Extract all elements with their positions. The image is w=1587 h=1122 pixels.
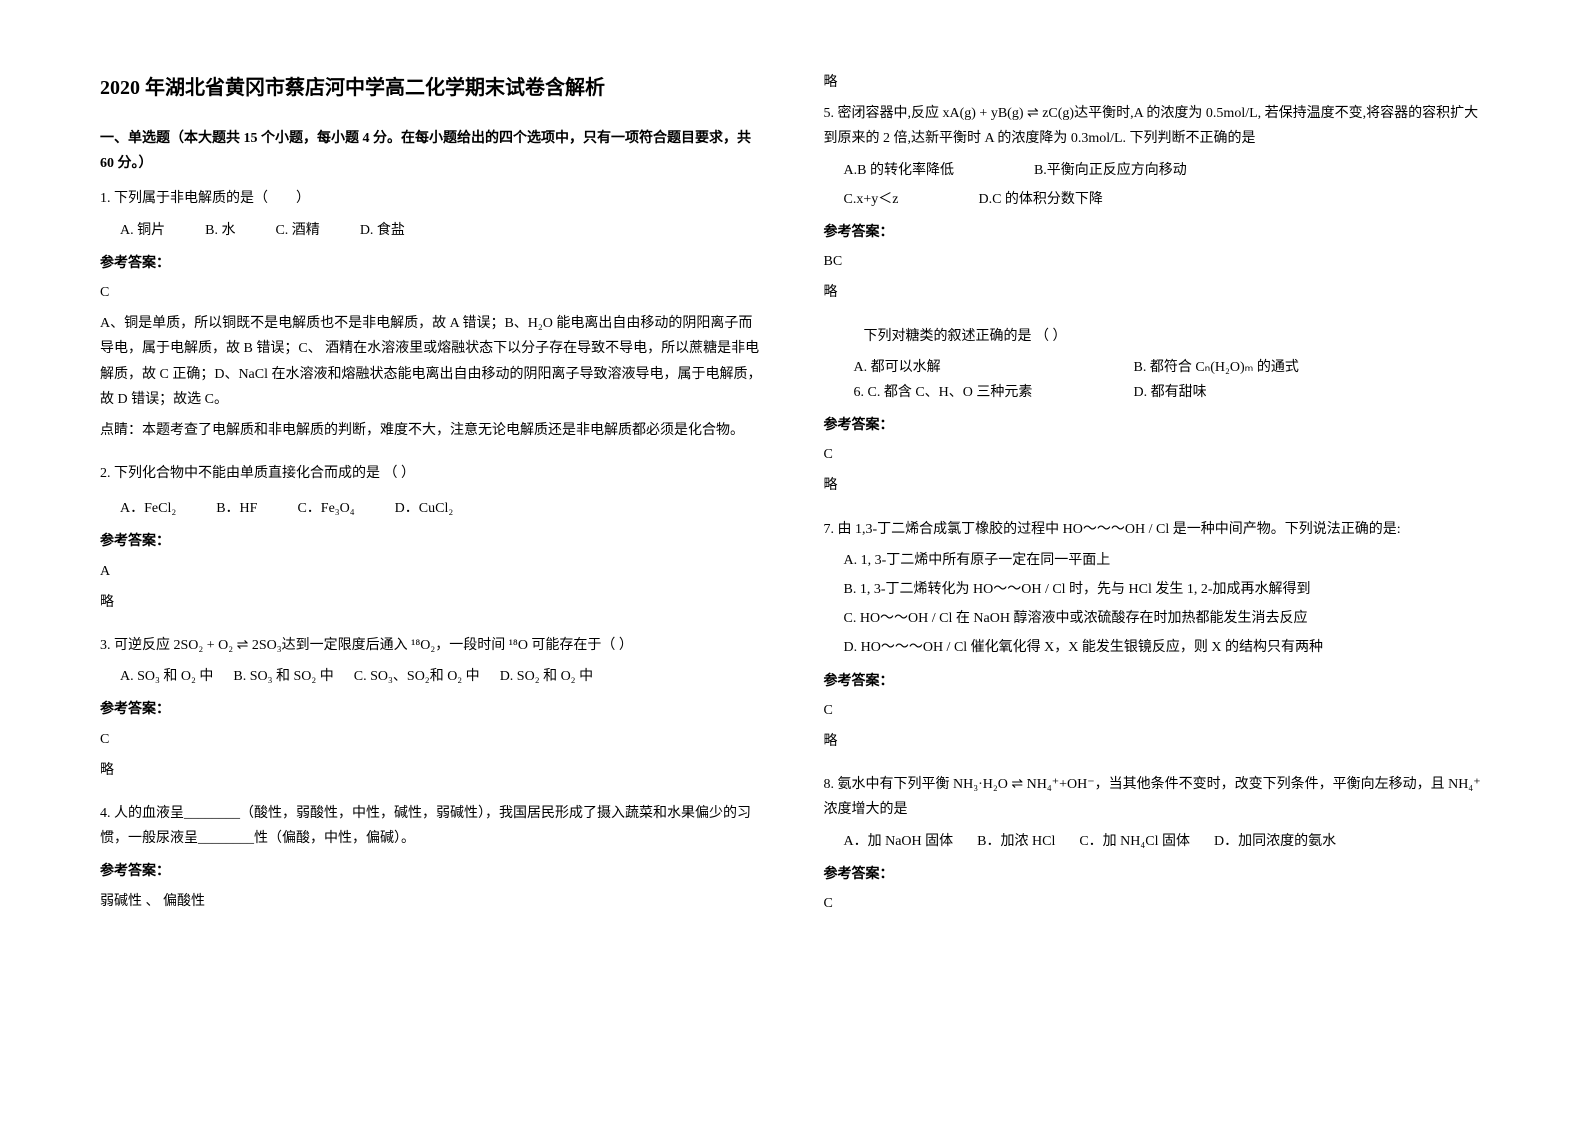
q7-opt-d: D. HO～～～OH / Cl 催化氧化得 X，X 能发生银镜反应，则 X 的结… [844, 635, 1488, 660]
q3-opt-b: B. SO₃ 和 SO₂ 中 [233, 664, 333, 689]
q3-opt-d: D. SO₂ 和 O₂ 中 [500, 664, 593, 689]
q7-note: 略 [824, 729, 1488, 754]
q2-note: 略 [100, 590, 764, 615]
q5-answer-label: 参考答案： [824, 220, 1488, 245]
question-7: 7. 由 1,3-丁二烯合成氯丁橡胶的过程中 HO～～～OH / Cl 是一种中… [824, 517, 1488, 761]
q2-stem: 2. 下列化合物中不能由单质直接化合而成的是 （ ） [100, 461, 764, 486]
q6-opt-b: B. 都符合 Cₙ(H₂O)ₘ 的通式 [1134, 355, 1488, 380]
q7-opt-b: B. 1, 3-丁二烯转化为 HO～～OH / Cl 时，先与 HCl 发生 1… [844, 577, 1488, 602]
q4-answer-label: 参考答案： [100, 859, 764, 884]
right-column: 略 5. 密闭容器中,反应 xA(g) + yB(g) ⇌ zC(g)达平衡时,… [824, 70, 1488, 1052]
q5-answer: BC [824, 249, 1488, 274]
q5-note: 略 [824, 280, 1488, 305]
q3-answer: C [100, 727, 764, 752]
q3-stem: 3. 可逆反应 2SO₂ + O₂ ⇌ 2SO₃达到一定限度后通入 ¹⁸O₂，一… [100, 633, 764, 658]
q2-options: A．FeCl₂ B．HF C．Fe₃O₄ D．CuCl₂ [120, 496, 764, 521]
q5-opt-d: D.C 的体积分数下降 [978, 187, 1102, 212]
q6-opt-d: D. 都有甜味 [1134, 380, 1488, 405]
q2-answer-label: 参考答案： [100, 529, 764, 554]
q1-explanation-1: A、铜是单质，所以铜既不是电解质也不是非电解质，故 A 错误；B、H₂O 能电离… [100, 311, 764, 412]
q5-options-row1: A.B 的转化率降低 B.平衡向正反应方向移动 [844, 158, 1488, 183]
q5-opt-b: B.平衡向正反应方向移动 [1034, 158, 1187, 183]
q6-answer: C [824, 442, 1488, 467]
left-column: 2020 年湖北省黄冈市蔡店河中学高二化学期末试卷含解析 一、单选题（本大题共 … [100, 70, 764, 1052]
q1-opt-a: A. 铜片 [120, 218, 165, 243]
question-6: 下列对糖类的叙述正确的是 （ ） A. 都可以水解 6. C. 都含 C、H、O… [824, 324, 1488, 505]
q1-answer: C [100, 280, 764, 305]
q7-answer: C [824, 698, 1488, 723]
q1-stem: 1. 下列属于非电解质的是（ ） [100, 186, 764, 211]
q3-opt-c: C. SO₃、SO₂和 O₂ 中 [354, 664, 480, 689]
q3-answer-label: 参考答案： [100, 697, 764, 722]
question-1: 1. 下列属于非电解质的是（ ） A. 铜片 B. 水 C. 酒精 D. 食盐 … [100, 186, 764, 449]
q8-opt-b: B．加浓 HCl [977, 829, 1055, 854]
q1-opt-d: D. 食盐 [360, 218, 405, 243]
q1-opt-b: B. 水 [205, 218, 235, 243]
document-title: 2020 年湖北省黄冈市蔡店河中学高二化学期末试卷含解析 [100, 70, 764, 106]
q3-opt-a: A. SO₃ 和 O₂ 中 [120, 664, 213, 689]
q8-options: A．加 NaOH 固体 B．加浓 HCl C．加 NH₄Cl 固体 D．加同浓度… [844, 829, 1488, 854]
question-4: 4. 人的血液呈________（酸性，弱酸性，中性，碱性，弱碱性），我国居民形… [100, 801, 764, 920]
q2-opt-a: A．FeCl₂ [120, 496, 176, 521]
q2-opt-b: B．HF [216, 496, 257, 521]
q6-options: A. 都可以水解 6. C. 都含 C、H、O 三种元素 B. 都符合 Cₙ(H… [854, 355, 1488, 405]
q7-opt-a: A. 1, 3-丁二烯中所有原子一定在同一平面上 [844, 548, 1488, 573]
q7-stem: 7. 由 1,3-丁二烯合成氯丁橡胶的过程中 HO～～～OH / Cl 是一种中… [824, 517, 1488, 542]
q5-pre-note: 略 [824, 70, 1488, 95]
q3-options: A. SO₃ 和 O₂ 中 B. SO₃ 和 SO₂ 中 C. SO₃、SO₂和… [120, 664, 764, 689]
q6-opt-a: A. 都可以水解 [854, 355, 1134, 380]
q8-answer: C [824, 891, 1488, 916]
q6-stem: 下列对糖类的叙述正确的是 （ ） [864, 324, 1488, 349]
q4-stem: 4. 人的血液呈________（酸性，弱酸性，中性，碱性，弱碱性），我国居民形… [100, 801, 764, 851]
q1-explanation-2: 点睛：本题考查了电解质和非电解质的判断，难度不大，注意无论电解质还是非电解质都必… [100, 418, 764, 443]
q8-stem: 8. 氨水中有下列平衡 NH₃·H₂O ⇌ NH₄⁺+OH⁻，当其他条件不变时，… [824, 772, 1488, 822]
q2-opt-c: C．Fe₃O₄ [297, 496, 354, 521]
q6-note: 略 [824, 473, 1488, 498]
q1-answer-label: 参考答案： [100, 251, 764, 276]
q8-opt-c: C．加 NH₄Cl 固体 [1079, 829, 1190, 854]
question-3: 3. 可逆反应 2SO₂ + O₂ ⇌ 2SO₃达到一定限度后通入 ¹⁸O₂，一… [100, 633, 764, 789]
q6-num: 6. [854, 385, 865, 400]
q1-opt-c: C. 酒精 [275, 218, 319, 243]
q5-opt-a: A.B 的转化率降低 [844, 158, 954, 183]
q5-opt-c: C.x+y＜z [844, 187, 899, 212]
q8-answer-label: 参考答案： [824, 862, 1488, 887]
q7-options: A. 1, 3-丁二烯中所有原子一定在同一平面上 B. 1, 3-丁二烯转化为 … [844, 548, 1488, 661]
q2-opt-d: D．CuCl₂ [395, 496, 454, 521]
q8-opt-a: A．加 NaOH 固体 [844, 829, 954, 854]
question-8: 8. 氨水中有下列平衡 NH₃·H₂O ⇌ NH₄⁺+OH⁻，当其他条件不变时，… [824, 772, 1488, 922]
q7-answer-label: 参考答案： [824, 669, 1488, 694]
q3-note: 略 [100, 758, 764, 783]
q8-opt-d: D．加同浓度的氨水 [1214, 829, 1336, 854]
q6-opt-c: C. 都含 C、H、O 三种元素 [868, 385, 1033, 400]
q5-options-row2: C.x+y＜z D.C 的体积分数下降 [844, 187, 1488, 212]
q1-options: A. 铜片 B. 水 C. 酒精 D. 食盐 [120, 218, 764, 243]
q2-answer: A [100, 559, 764, 584]
q5-stem: 5. 密闭容器中,反应 xA(g) + yB(g) ⇌ zC(g)达平衡时,A … [824, 101, 1488, 151]
section-header: 一、单选题（本大题共 15 个小题，每小题 4 分。在每小题给出的四个选项中，只… [100, 126, 764, 176]
q6-answer-label: 参考答案： [824, 413, 1488, 438]
question-5: 5. 密闭容器中,反应 xA(g) + yB(g) ⇌ zC(g)达平衡时,A … [824, 101, 1488, 311]
q4-answer: 弱碱性 、 偏酸性 [100, 889, 764, 914]
question-2: 2. 下列化合物中不能由单质直接化合而成的是 （ ） A．FeCl₂ B．HF … [100, 461, 764, 621]
q7-opt-c: C. HO～～OH / Cl 在 NaOH 醇溶液中或浓硫酸存在时加热都能发生消… [844, 606, 1488, 631]
